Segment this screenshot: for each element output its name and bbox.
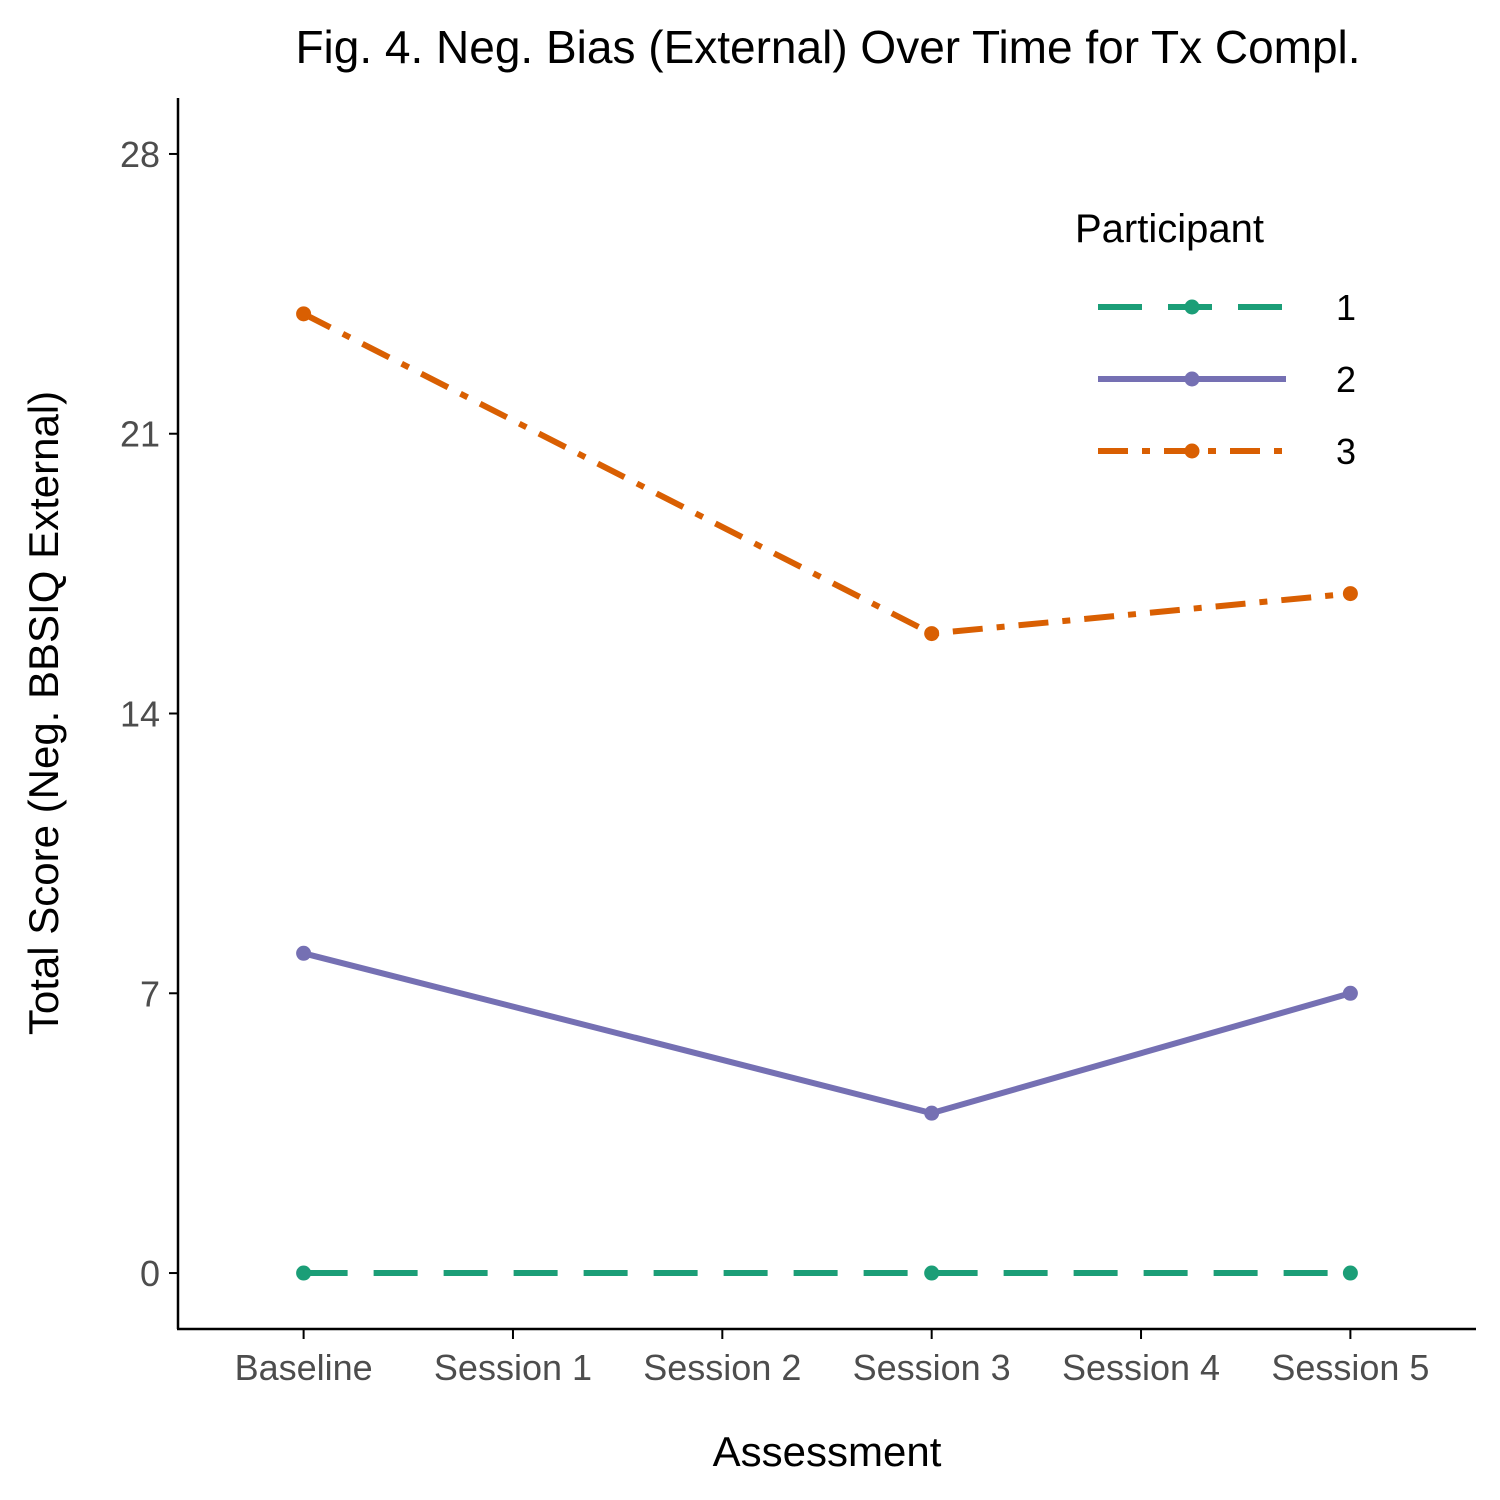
legend-item-1: 1 [1098, 287, 1356, 328]
y-tick-label: 28 [120, 134, 160, 175]
legend-point [1184, 371, 1200, 387]
y-tick-label: 7 [140, 973, 160, 1014]
y-axis-title: Total Score (Neg. BBSIQ External) [20, 391, 67, 1035]
legend: Participant 1 2 3 [1075, 207, 1356, 472]
data-point [1342, 586, 1358, 602]
legend-point [1184, 443, 1200, 459]
y-tick-label: 14 [120, 694, 160, 735]
x-axis-title: Assessment [713, 1428, 942, 1475]
data-point [924, 626, 940, 642]
x-tick-label: Session 5 [1271, 1347, 1429, 1388]
data-point [924, 1265, 940, 1281]
data-point [1342, 985, 1358, 1001]
legend-label: 2 [1336, 359, 1356, 400]
series-layer [296, 306, 1358, 1281]
series-1 [296, 1265, 1358, 1281]
legend-title: Participant [1075, 207, 1264, 251]
series-line [302, 311, 1351, 637]
data-point [1342, 1265, 1358, 1281]
x-tick-label: Baseline [235, 1347, 373, 1388]
series-line [302, 950, 1352, 1117]
series-3 [296, 306, 1358, 642]
series-2 [296, 945, 1358, 1121]
data-point [296, 306, 312, 322]
y-axis-ticks: 0 7 14 21 28 [120, 134, 178, 1294]
legend-items: 1 2 3 [1098, 287, 1356, 472]
legend-item-2: 2 [1098, 359, 1356, 400]
legend-label: 3 [1336, 431, 1356, 472]
x-axis-ticks: Baseline Session 1 Session 2 Session 3 Sessi… [235, 1329, 1429, 1388]
x-tick-label: Session 1 [434, 1347, 592, 1388]
legend-point [1184, 299, 1200, 315]
plot-area [296, 306, 1358, 1281]
legend-label: 1 [1336, 287, 1356, 328]
x-tick-label: Session 2 [643, 1347, 801, 1388]
data-point [924, 1105, 940, 1121]
x-tick-label: Session 4 [1062, 1347, 1220, 1388]
x-tick-label: Session 3 [853, 1347, 1011, 1388]
chart-title: Fig. 4. Neg. Bias (External) Over Time f… [295, 21, 1360, 73]
y-tick-label: 21 [120, 414, 160, 455]
y-tick-label: 0 [140, 1253, 160, 1294]
legend-item-3: 3 [1098, 431, 1356, 472]
data-point [296, 945, 312, 961]
data-point [296, 1265, 312, 1281]
